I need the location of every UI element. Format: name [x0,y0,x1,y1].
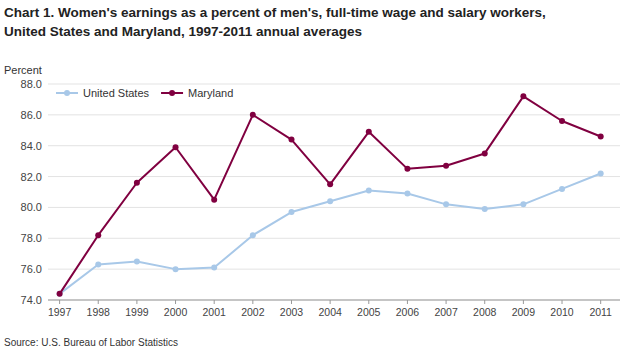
point [173,144,179,150]
y-tick-label: 76.0 [21,263,42,275]
x-tick-label: 2011 [589,306,612,318]
point [211,197,217,203]
x-tick [330,300,331,304]
y-tick-label: 82.0 [21,171,42,183]
point [250,112,256,118]
x-tick [136,300,137,304]
x-tick [252,300,253,304]
x-tick [600,300,601,304]
point [443,201,449,207]
point [366,187,372,193]
source: Source: U.S. Bureau of Labor Statistics [4,337,178,348]
x-tick-label: 2000 [164,306,188,318]
y-tick-label: 84.0 [21,140,42,152]
legend-label: Maryland [188,87,233,99]
x-tick-label: 1998 [87,306,111,318]
point [173,266,179,272]
x-tick [214,300,215,304]
x-tick-label: 2003 [280,306,304,318]
x-tick [368,300,369,304]
grid-line [48,145,620,146]
x-tick-label: 2006 [396,306,420,318]
point [520,93,526,99]
point [598,170,604,176]
point [288,209,294,215]
series [57,93,604,296]
point [250,232,256,238]
x-tick-label: 2005 [357,306,381,318]
point [95,262,101,268]
grid-line [48,84,620,85]
grid-line [48,269,620,270]
x-tick [562,300,563,304]
legend: United States Maryland [56,87,233,99]
grid-line [48,114,620,115]
x-tick [523,300,524,304]
point [134,258,140,264]
x-tick-label: 1997 [48,306,72,318]
point [211,265,217,271]
point [520,201,526,207]
y-tick-label: 86.0 [21,109,42,121]
x-tick [407,300,408,304]
x-axis-line [48,300,620,301]
subtitle: United States and Maryland, 1997-2011 an… [4,24,362,39]
point [327,198,333,204]
grid-line [48,176,620,177]
grid-line [48,207,620,208]
point [134,180,140,186]
point [559,186,565,192]
x-tick-label: 2002 [241,306,265,318]
legend-label: United States [83,87,150,99]
line [60,96,601,293]
title: Chart 1. Women's earnings as a percent o… [4,5,546,20]
point [404,166,410,172]
y-tick-label: 88.0 [21,78,42,90]
point [288,137,294,143]
point [443,163,449,169]
point [482,150,488,156]
x-tick [484,300,485,304]
point [57,291,63,297]
point [57,291,63,297]
point [404,191,410,197]
legend-marker [64,90,70,96]
legend-marker [169,90,175,96]
x-tick [175,300,176,304]
series [57,170,604,296]
x-tick-label: 2010 [550,306,574,318]
x-tick [98,300,99,304]
point [95,232,101,238]
x-tick [291,300,292,304]
x-tick-label: 1999 [125,306,149,318]
line [60,173,601,293]
point [482,206,488,212]
x-tick [446,300,447,304]
y-tick-label: 78.0 [21,232,42,244]
x-tick-label: 2007 [434,306,458,318]
y-axis: 74.0 76.0 78.0 80.0 82.0 84.0 86.0 88.0 [21,78,620,306]
point [366,129,372,135]
grid-line [48,238,620,239]
x-tick-label: 2008 [473,306,497,318]
x-axis: 1997 1998 1999 2000 2001 2002 2003 2004 2005 2006… [48,300,620,318]
x-tick-label: 2009 [512,306,536,318]
point [598,133,604,139]
y-tick-label: 74.0 [21,294,42,306]
x-tick-label: 2004 [318,306,342,318]
x-tick-label: 2001 [203,306,227,318]
y-tick-label: 80.0 [21,201,42,213]
plot-area [57,93,604,296]
grid-line [48,300,620,301]
y-axis-label: Percent [4,64,42,76]
point [327,181,333,187]
x-tick [59,300,60,304]
point [559,118,565,124]
chart: Chart 1. Women's earnings as a percent o… [0,0,633,354]
